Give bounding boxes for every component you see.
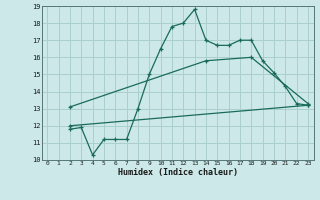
X-axis label: Humidex (Indice chaleur): Humidex (Indice chaleur) <box>118 168 237 177</box>
